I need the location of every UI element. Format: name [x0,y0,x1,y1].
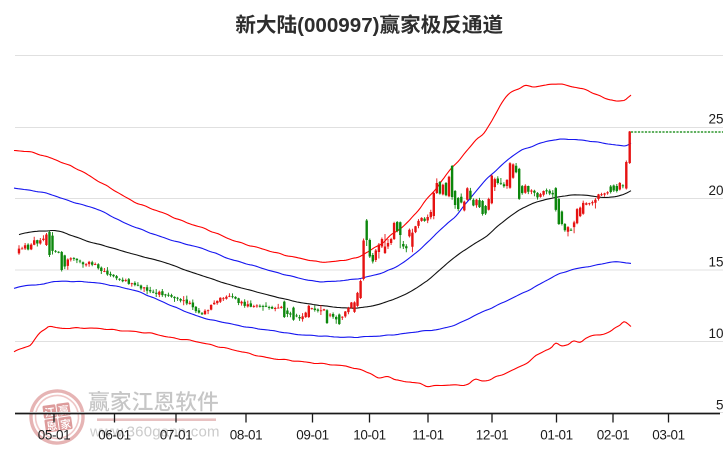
svg-text:12-01: 12-01 [476,427,509,442]
svg-text:5: 5 [716,397,724,412]
svg-text:07-01: 07-01 [160,427,193,442]
svg-text:06-01: 06-01 [98,427,131,442]
svg-text:11-01: 11-01 [412,427,444,442]
svg-text:25: 25 [708,112,723,127]
svg-text:www.360gann.com: www.360gann.com [89,424,220,441]
svg-text:03-01: 03-01 [652,427,685,442]
svg-text:05-01: 05-01 [38,427,71,442]
svg-text:(000997): (000997) [297,14,379,37]
svg-text:10: 10 [708,326,723,341]
svg-text:08-01: 08-01 [230,427,263,442]
svg-text:09-01: 09-01 [296,427,329,442]
svg-text:20: 20 [708,183,723,198]
svg-text:15: 15 [708,255,723,270]
svg-text:10-01: 10-01 [353,427,386,442]
svg-text:02-01: 02-01 [597,427,630,442]
svg-text:01-01: 01-01 [540,427,573,442]
